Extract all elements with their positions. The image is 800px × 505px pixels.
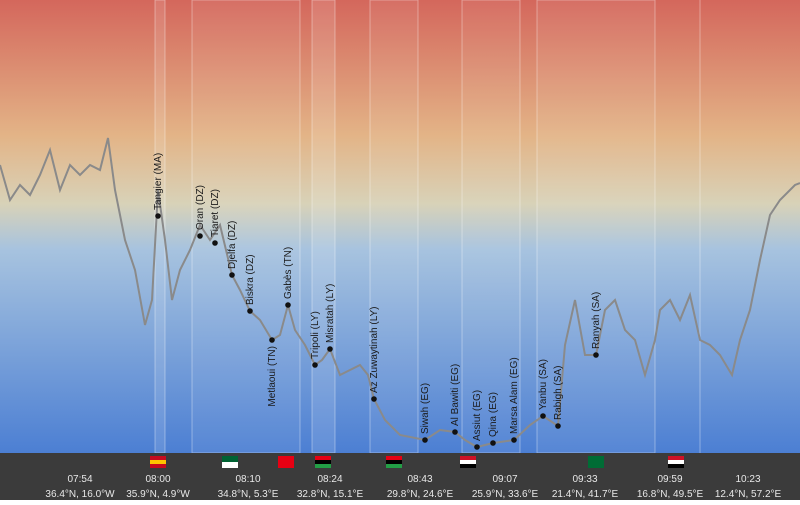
city-label: Yanbu (SA)	[538, 359, 549, 410]
city-marker	[511, 437, 517, 443]
position-label: 12.4°N, 57.2°E	[715, 489, 782, 500]
flag	[668, 464, 684, 468]
flag	[150, 456, 166, 460]
flag	[460, 456, 476, 460]
city-marker	[212, 240, 218, 246]
city-label: Siwah (EG)	[420, 383, 431, 434]
flag	[315, 464, 331, 468]
time-label: 08:43	[407, 474, 432, 485]
city-marker	[229, 272, 235, 278]
time-label: 07:54	[67, 474, 92, 485]
city-marker	[593, 352, 599, 358]
flag	[278, 456, 294, 468]
flag	[150, 460, 166, 464]
profile-line	[0, 137, 800, 449]
city-label: Qina (EG)	[488, 392, 499, 437]
city-label: Al Bawiti (EG)	[450, 364, 461, 426]
city-marker	[285, 302, 291, 308]
flag	[668, 456, 684, 460]
city-label: Ranyah (SA)	[591, 292, 602, 349]
time-label: 08:10	[235, 474, 260, 485]
flag	[315, 456, 331, 460]
position-label: 35.9°N, 4.9°W	[126, 489, 190, 500]
city-marker	[197, 233, 203, 239]
city-label: Tripoli (LY)	[310, 311, 321, 359]
time-label: 08:24	[317, 474, 342, 485]
position-label: 34.8°N, 5.3°E	[218, 489, 279, 500]
city-marker	[474, 444, 480, 450]
flag	[386, 464, 402, 468]
city-marker	[555, 423, 561, 429]
time-label: 08:00	[145, 474, 170, 485]
city-label: Tiaret (DZ)	[210, 189, 221, 237]
position-label: 32.8°N, 15.1°E	[297, 489, 364, 500]
city-marker	[312, 362, 318, 368]
position-label: 29.8°N, 24.6°E	[387, 489, 454, 500]
city-label: Djelfa (DZ)	[227, 221, 238, 269]
flag	[668, 460, 684, 464]
time-label: 09:59	[657, 474, 682, 485]
city-marker	[490, 440, 496, 446]
flag	[460, 460, 476, 464]
city-marker	[540, 413, 546, 419]
flag	[386, 460, 402, 464]
city-label: Marsa Alam (EG)	[509, 357, 520, 434]
city-label: Gabès (TN)	[283, 247, 294, 299]
city-marker	[422, 437, 428, 443]
city-label: Oran (DZ)	[195, 185, 206, 230]
position-label: 21.4°N, 41.7°E	[552, 489, 619, 500]
time-label: 10:23	[735, 474, 760, 485]
city-label: Biskra (DZ)	[245, 254, 256, 305]
flags	[150, 456, 684, 468]
time-label: 09:33	[572, 474, 597, 485]
time-label: 09:07	[492, 474, 517, 485]
city-marker	[452, 429, 458, 435]
flag	[222, 462, 238, 468]
city-marker	[247, 308, 253, 314]
city-marker	[371, 396, 377, 402]
city-label: Misratah (LY)	[325, 284, 336, 343]
city-label: Tangier (MA)	[153, 153, 164, 210]
flag	[315, 460, 331, 464]
position-label: 16.8°N, 49.5°E	[637, 489, 704, 500]
city-label: Rabigh (SA)	[553, 366, 564, 420]
flag	[386, 456, 402, 460]
city-marker	[269, 337, 275, 343]
position-label: 25.9°N, 33.6°E	[472, 489, 539, 500]
flag	[588, 456, 604, 468]
city-label: Az Zuwaytinah (LY)	[369, 306, 380, 393]
flag	[460, 464, 476, 468]
city-label: Metlaoui (TN)	[267, 346, 278, 407]
city-label: Assiut (EG)	[472, 390, 483, 441]
flag	[222, 456, 238, 462]
city-marker	[327, 346, 333, 352]
city-marker	[155, 213, 161, 219]
flag	[150, 464, 166, 468]
background	[0, 0, 800, 453]
position-label: 36.4°N, 16.0°W	[45, 489, 115, 500]
